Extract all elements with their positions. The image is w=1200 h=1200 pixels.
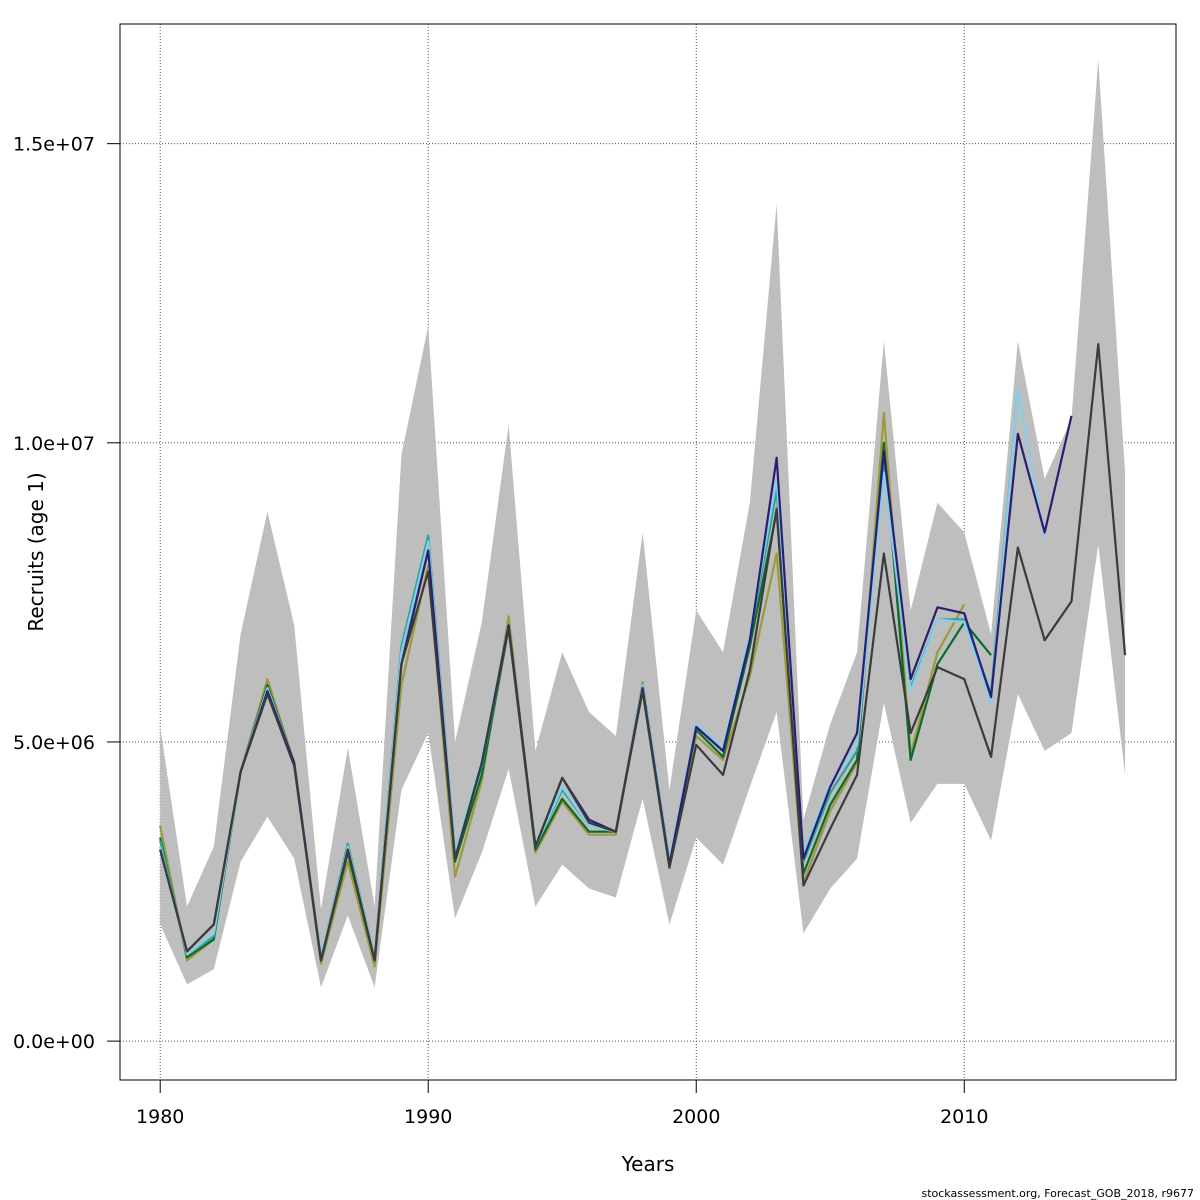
x-axis: 1980 1990 2000 2010 — [136, 1079, 988, 1128]
x-tick-label: 2000 — [672, 1106, 720, 1128]
y-axis: 0.0e+00 5.0e+06 1.0e+07 1.5e+07 — [13, 134, 121, 1053]
confidence-band-area — [160, 59, 1126, 988]
y-axis-title: Recruits (age 1) — [24, 472, 48, 631]
footer-note: stockassessment.org, Forecast_GOB_2018, … — [921, 1187, 1194, 1200]
x-tick-label: 1990 — [404, 1106, 452, 1128]
confidence-band — [160, 59, 1126, 988]
y-tick-label: 1.0e+07 — [13, 433, 95, 455]
series-line-base — [159, 342, 1127, 962]
x-tick-label: 1980 — [136, 1106, 184, 1128]
series-lines — [159, 342, 1127, 968]
y-tick-label: 0.0e+00 — [13, 1031, 95, 1053]
x-axis-title: Years — [621, 1152, 675, 1176]
y-tick-label: 1.5e+07 — [13, 134, 95, 156]
y-tick-label: 5.0e+06 — [13, 732, 95, 754]
x-tick-label: 2010 — [940, 1106, 988, 1128]
